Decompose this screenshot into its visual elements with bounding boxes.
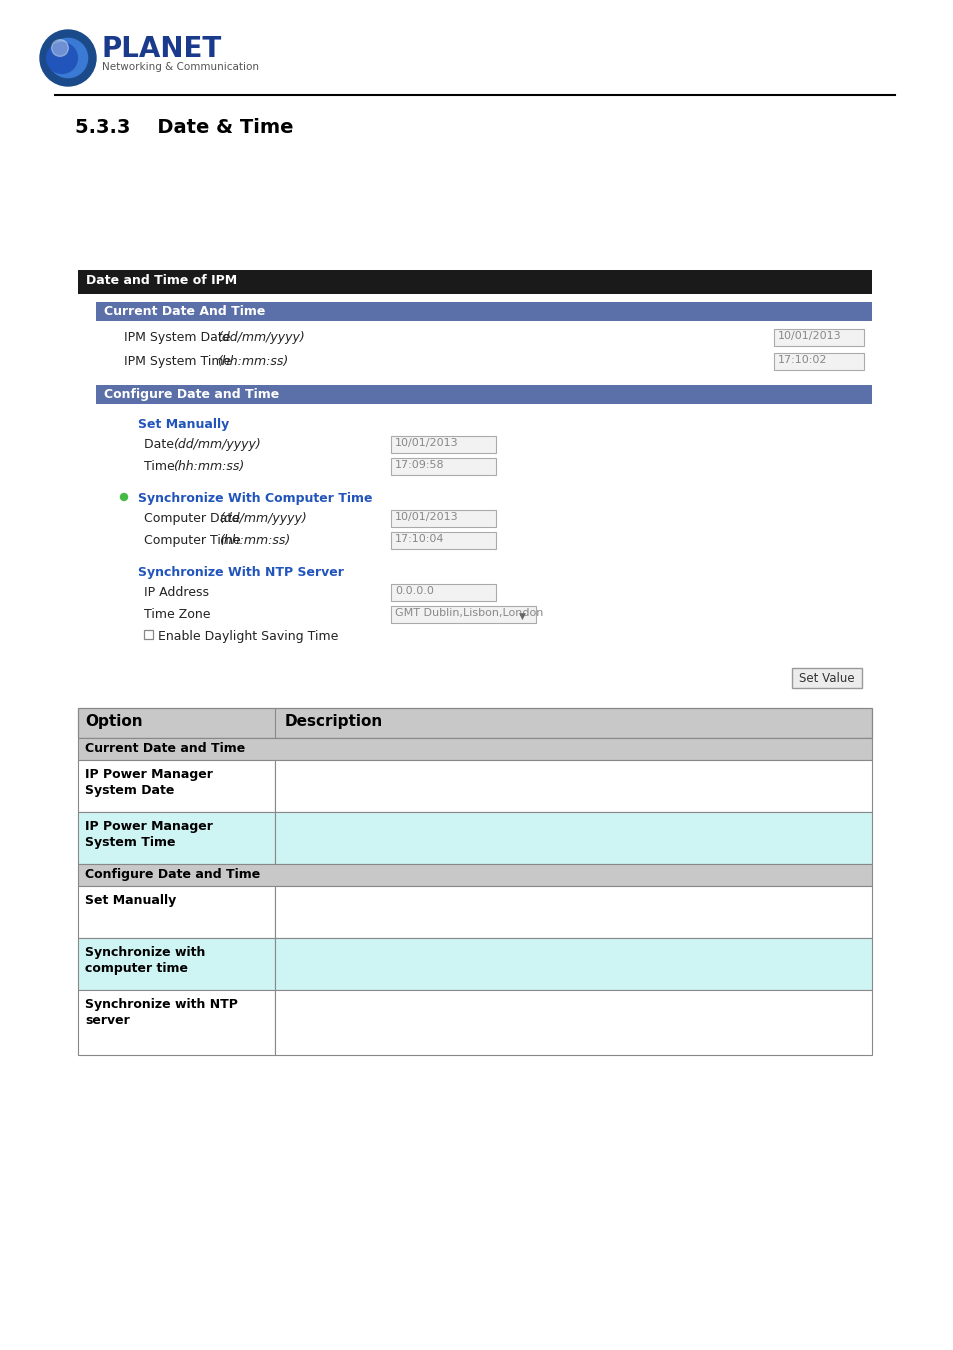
Bar	[78, 938, 274, 990]
Text: Date and Time of IPM: Date and Time of IPM	[86, 274, 237, 288]
Text: IP Address: IP Address	[144, 586, 209, 599]
Bar	[78, 760, 274, 811]
Text: 10/01/2013: 10/01/2013	[395, 437, 458, 448]
Text: (dd/mm/yyyy): (dd/mm/yyyy)	[216, 331, 304, 344]
Text: Set Manually: Set Manually	[138, 418, 229, 431]
Bar	[78, 270, 871, 294]
Text: Synchronize with: Synchronize with	[85, 946, 205, 958]
Bar	[391, 458, 496, 475]
Text: 17:09:58: 17:09:58	[395, 460, 444, 470]
Text: IPM System Date: IPM System Date	[124, 331, 234, 344]
Bar	[791, 668, 862, 688]
Bar	[78, 811, 274, 864]
Bar	[78, 886, 274, 938]
Bar	[144, 630, 152, 639]
Text: computer time: computer time	[85, 963, 188, 975]
Text: Synchronize With Computer Time: Synchronize With Computer Time	[138, 491, 372, 505]
Text: server: server	[85, 1014, 130, 1027]
Bar	[391, 436, 496, 454]
Bar	[391, 510, 496, 526]
Text: (dd/mm/yyyy): (dd/mm/yyyy)	[219, 512, 307, 525]
Text: IP Power Manager: IP Power Manager	[85, 768, 213, 782]
Text: 0.0.0.0: 0.0.0.0	[395, 586, 434, 595]
Text: (dd/mm/yyyy): (dd/mm/yyyy)	[172, 437, 260, 451]
Bar	[96, 302, 871, 321]
Circle shape	[120, 494, 128, 501]
Text: 17:10:04: 17:10:04	[395, 535, 444, 544]
Bar	[391, 532, 496, 549]
Text: Networking & Communication: Networking & Communication	[102, 62, 258, 72]
Bar	[391, 585, 496, 601]
Text: Synchronize with NTP: Synchronize with NTP	[85, 998, 237, 1011]
Text: Configure Date and Time: Configure Date and Time	[104, 387, 279, 401]
Text: Set Value: Set Value	[799, 671, 854, 684]
Text: 5.3.3    Date & Time: 5.3.3 Date & Time	[75, 117, 294, 136]
Circle shape	[40, 30, 96, 86]
Bar	[78, 707, 871, 738]
Bar	[78, 738, 871, 760]
Text: System Time: System Time	[85, 836, 175, 849]
Text: (hh:mm:ss): (hh:mm:ss)	[172, 460, 244, 472]
Bar	[274, 886, 871, 938]
Text: Time: Time	[144, 460, 178, 472]
Text: IPM System Time: IPM System Time	[124, 355, 235, 369]
Text: Enable Daylight Saving Time: Enable Daylight Saving Time	[158, 630, 338, 643]
Bar	[274, 938, 871, 990]
Text: IP Power Manager: IP Power Manager	[85, 819, 213, 833]
Bar	[274, 811, 871, 864]
Text: Option: Option	[85, 714, 143, 729]
Text: 17:10:02: 17:10:02	[778, 355, 826, 364]
Bar	[78, 990, 274, 1054]
Text: Computer Time: Computer Time	[144, 535, 240, 547]
Bar	[78, 864, 871, 886]
Text: GMT Dublin,Lisbon,London: GMT Dublin,Lisbon,London	[395, 608, 543, 618]
Text: Computer Date: Computer Date	[144, 512, 240, 525]
Bar	[773, 352, 863, 370]
Text: Configure Date and Time: Configure Date and Time	[85, 868, 260, 882]
Text: Current Date And Time: Current Date And Time	[104, 305, 265, 319]
Bar	[274, 760, 871, 811]
Text: ▼: ▼	[518, 612, 525, 621]
Text: (hh:mm:ss): (hh:mm:ss)	[219, 535, 291, 547]
Bar	[274, 990, 871, 1054]
Text: Current Date and Time: Current Date and Time	[85, 743, 245, 755]
Text: Description: Description	[285, 714, 383, 729]
Text: Set Manually: Set Manually	[85, 894, 176, 907]
Text: Synchronize With NTP Server: Synchronize With NTP Server	[138, 566, 343, 579]
Bar	[96, 385, 871, 404]
Text: Time Zone: Time Zone	[144, 608, 211, 621]
Bar	[773, 329, 863, 346]
Circle shape	[51, 39, 69, 57]
Text: PLANET: PLANET	[102, 35, 222, 63]
Text: 10/01/2013: 10/01/2013	[778, 331, 841, 342]
Text: System Date: System Date	[85, 784, 174, 796]
Text: Date: Date	[144, 437, 178, 451]
Text: 10/01/2013: 10/01/2013	[395, 512, 458, 522]
Circle shape	[49, 38, 88, 77]
Circle shape	[47, 43, 77, 73]
Bar	[391, 606, 536, 622]
Text: (hh:mm:ss): (hh:mm:ss)	[216, 355, 288, 369]
